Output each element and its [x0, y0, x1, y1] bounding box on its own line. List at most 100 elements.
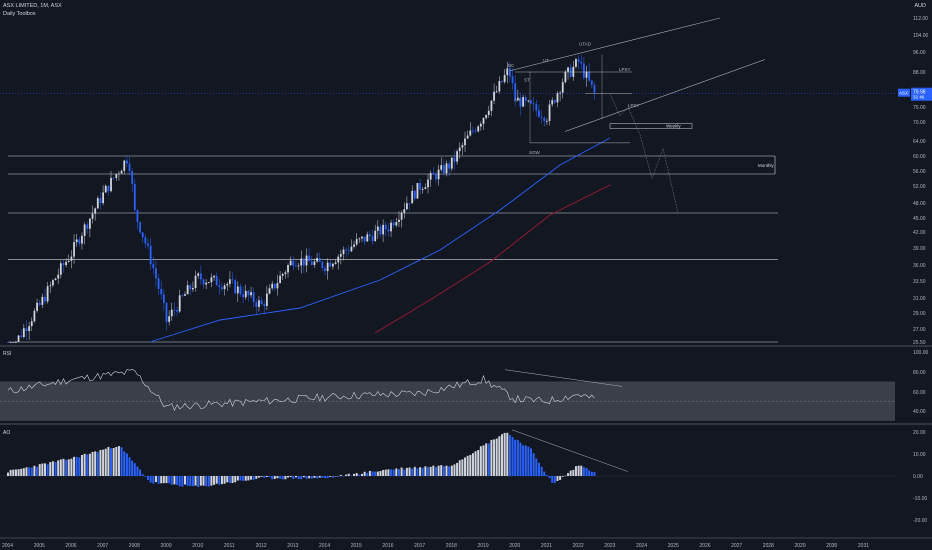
candle-body: [173, 309, 176, 311]
candle-body: [342, 249, 345, 255]
ao-bar: [199, 476, 202, 486]
ao-bar: [524, 445, 527, 476]
candle-body: [324, 267, 326, 272]
candle-body: [139, 222, 141, 233]
ao-bar: [477, 449, 480, 476]
candle-body: [202, 279, 205, 285]
year-tick: 2014: [319, 543, 330, 549]
candle-body: [281, 274, 284, 276]
candle-body: [81, 235, 83, 244]
year-tick: 2029: [795, 543, 806, 549]
ao-bar: [250, 476, 253, 480]
symbol-badge: [898, 88, 910, 97]
rsi-tick: 40.00: [913, 409, 926, 415]
ao-bar: [329, 476, 332, 477]
year-tick: 2022: [573, 543, 584, 549]
candle-body: [419, 183, 421, 190]
candle-body: [535, 104, 538, 111]
ao-bar: [580, 465, 583, 476]
year-tick: 2021: [541, 543, 552, 549]
ao-tick: 20.00: [913, 430, 926, 436]
ao-bar: [342, 476, 345, 477]
candle-body: [65, 261, 68, 266]
rsi-tick: 60.00: [913, 390, 926, 396]
ao-bar: [551, 476, 554, 483]
candle-body: [123, 160, 126, 171]
candle-body: [73, 242, 75, 257]
last-price-badge: [911, 87, 932, 101]
ao-bar: [514, 439, 517, 476]
candle-body: [355, 239, 358, 245]
rsi-tick: 80.00: [913, 370, 926, 376]
candle-body: [94, 208, 97, 214]
ao-bar: [318, 476, 321, 478]
ao-bar: [62, 458, 65, 476]
year-tick: 2024: [636, 543, 647, 549]
candle-body: [577, 59, 580, 62]
candle-body: [300, 258, 303, 266]
ao-bar: [78, 457, 81, 476]
ao-bar: [572, 469, 575, 476]
candle-body: [54, 278, 57, 281]
ao-bar: [284, 476, 287, 480]
price-tick: 27.00: [913, 327, 926, 333]
candle-body: [192, 287, 194, 290]
ao-bar: [20, 468, 23, 476]
candle-body: [46, 286, 49, 302]
ao-bar: [366, 472, 369, 476]
ao-bar: [51, 461, 54, 476]
candle-body: [59, 263, 62, 275]
candle-body: [561, 82, 564, 93]
candle-body: [178, 295, 181, 312]
ao-bar: [41, 463, 44, 476]
candle-body: [17, 335, 20, 342]
candle-body: [102, 192, 104, 204]
ao-bar: [353, 473, 356, 476]
candle-body: [91, 213, 94, 219]
ao-bar: [80, 454, 83, 476]
year-tick: 2008: [129, 543, 140, 549]
zone-label-weekly: Weekly: [666, 124, 681, 129]
candle-body: [567, 67, 569, 72]
ao-bar: [289, 476, 292, 478]
ao-bar: [14, 469, 17, 476]
ao-bar: [590, 471, 593, 476]
candle-body: [429, 173, 432, 180]
ao-bar: [490, 439, 493, 476]
ao-bar: [305, 476, 308, 479]
year-tick: 2004: [2, 543, 13, 549]
candle-body: [450, 157, 453, 169]
price-tick: 33.50: [913, 279, 926, 285]
ao-bar: [46, 464, 49, 476]
candle-body: [556, 93, 559, 103]
candle-body: [25, 328, 28, 332]
year-tick: 2027: [731, 543, 742, 549]
ao-bar: [213, 476, 216, 485]
ao-bar: [7, 472, 9, 476]
ao-bar: [94, 451, 97, 476]
candle-body: [28, 326, 31, 332]
candle-body: [22, 328, 25, 337]
ao-bar: [162, 476, 165, 484]
candle-body: [265, 293, 268, 307]
candle-body: [477, 126, 480, 132]
ao-bar: [384, 469, 387, 476]
candle-body: [302, 258, 305, 266]
ao-bar: [75, 456, 78, 476]
ao-bar: [38, 464, 41, 476]
ao-bar: [302, 476, 305, 478]
candle-body: [408, 203, 411, 205]
candle-body: [326, 262, 329, 272]
year-tick: 2023: [604, 543, 615, 549]
ao-bar: [59, 459, 62, 476]
ao-bar: [360, 473, 363, 476]
ao-bar: [432, 465, 435, 476]
candle-body: [141, 232, 144, 238]
ao-tick: -10.00: [913, 496, 927, 502]
candle-body: [99, 198, 102, 204]
wyckoff-label: SOW: [529, 150, 541, 155]
wyckoff-label: ST: [524, 78, 530, 83]
ao-bar: [479, 446, 482, 476]
price-tick: 29.00: [913, 311, 926, 317]
